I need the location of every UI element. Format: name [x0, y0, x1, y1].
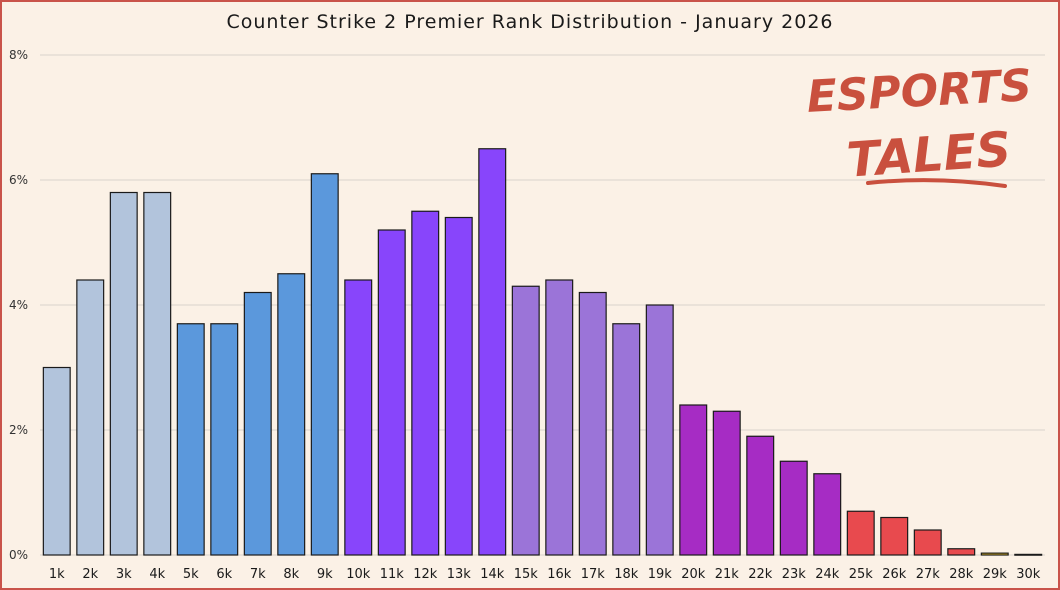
bar-1k: [42, 366, 71, 556]
x-tick-label: 19k: [648, 567, 673, 582]
x-tick-label: 17k: [581, 567, 606, 582]
bar-7k: [243, 291, 272, 556]
bar-13k: [444, 216, 473, 556]
logo-text-line2: TALES: [845, 121, 1013, 188]
bar-17k: [578, 291, 607, 556]
x-tick-label: 30k: [1016, 567, 1041, 582]
y-tick-label: 2%: [9, 423, 28, 437]
bar-29k: [980, 552, 1009, 556]
bar-18k: [612, 323, 641, 556]
bar-12k: [411, 210, 440, 556]
x-tick-label: 12k: [413, 567, 438, 582]
bar-5k: [176, 323, 205, 556]
bar-27k: [913, 529, 942, 556]
x-tick-label: 20k: [681, 567, 706, 582]
x-axis-ticks: 1k 2k 3k 4k 5k 6k 7k 8k 9k 10k 11k 12k 13k 14k 15k 16k 1…: [49, 567, 1041, 582]
bar-11k: [377, 229, 406, 556]
bar-25k: [846, 510, 875, 556]
bar-15k: [511, 285, 540, 556]
bar-23k: [779, 460, 808, 556]
chart-title: Counter Strike 2 Premier Rank Distributi…: [226, 11, 834, 33]
grid-lines: [40, 54, 1045, 556]
y-tick-label: 8%: [9, 48, 28, 62]
bar-19k: [645, 304, 674, 556]
x-tick-label: 25k: [849, 567, 874, 582]
bar-3k: [109, 191, 138, 556]
y-axis-ticks: 0% 2% 4% 6% 8%: [9, 48, 28, 562]
bar-14k: [478, 148, 507, 556]
x-tick-label: 15k: [514, 567, 539, 582]
x-tick-label: 7k: [250, 567, 266, 582]
x-tick-label: 6k: [216, 567, 232, 582]
x-tick-label: 18k: [614, 567, 639, 582]
x-tick-label: 22k: [748, 567, 773, 582]
bars: [42, 148, 1043, 556]
bar-21k: [712, 410, 741, 556]
x-tick-label: 9k: [317, 567, 333, 582]
x-tick-label: 4k: [149, 567, 165, 582]
logo-text-line1: ESPORTS: [806, 60, 1033, 123]
bar-26k: [880, 516, 909, 556]
x-tick-label: 27k: [916, 567, 941, 582]
bar-28k: [947, 548, 976, 556]
x-tick-label: 24k: [815, 567, 840, 582]
logo-brush-stroke: [866, 178, 1007, 188]
x-tick-label: 21k: [715, 567, 740, 582]
y-tick-label: 6%: [9, 173, 28, 187]
x-tick-label: 10k: [346, 567, 371, 582]
bar-4k: [143, 191, 172, 556]
x-tick-label: 29k: [983, 567, 1008, 582]
x-tick-label: 14k: [480, 567, 505, 582]
bar-8k: [277, 273, 306, 556]
x-tick-label: 13k: [447, 567, 472, 582]
x-tick-label: 28k: [949, 567, 974, 582]
bar-24k: [813, 473, 842, 556]
x-tick-label: 11k: [380, 567, 405, 582]
bar-2k: [76, 279, 105, 556]
y-tick-label: 4%: [9, 298, 28, 312]
x-tick-label: 26k: [882, 567, 907, 582]
x-tick-label: 8k: [283, 567, 299, 582]
bar-30k: [1014, 553, 1043, 556]
x-tick-label: 1k: [49, 567, 65, 582]
x-tick-label: 5k: [183, 567, 199, 582]
x-tick-label: 2k: [82, 567, 98, 582]
bar-20k: [679, 404, 708, 556]
bar-10k: [344, 279, 373, 556]
y-tick-label: 0%: [9, 548, 28, 562]
bar-9k: [310, 173, 339, 556]
bar-22k: [746, 435, 775, 556]
esports-tales-logo: ESPORTS TALES: [806, 60, 1033, 189]
x-tick-label: 3k: [116, 567, 132, 582]
bar-16k: [545, 279, 574, 556]
x-tick-label: 23k: [782, 567, 807, 582]
bar-6k: [210, 323, 239, 556]
x-tick-label: 16k: [547, 567, 572, 582]
